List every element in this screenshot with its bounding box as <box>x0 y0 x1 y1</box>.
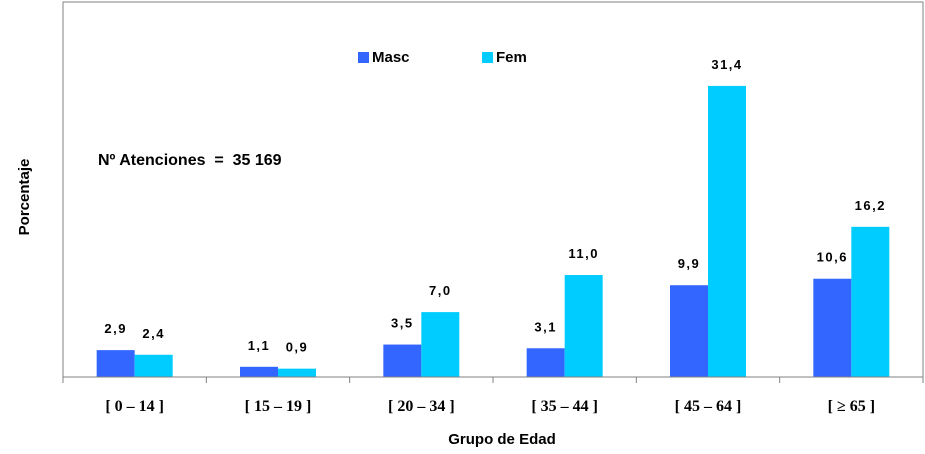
legend-label-masc: Masc <box>372 49 410 66</box>
legend-label-fem: Fem <box>496 49 527 66</box>
bar-fem-5 <box>851 226 890 377</box>
category-label-1: [ 15 – 19 ] <box>245 398 312 415</box>
bar-fem-0 <box>134 354 173 377</box>
value-label-masc-3: 3,1 <box>534 319 557 334</box>
bar-fem-2 <box>421 312 460 377</box>
value-labels-layer: 2,9 2,4 1,1 0,9 3,5 7,0 3,1 11,0 9,9 31,4 10,6 16,2 <box>104 57 886 355</box>
value-label-masc-4: 9,9 <box>678 256 701 271</box>
x-axis-title: Grupo de Edad <box>448 431 556 448</box>
category-label-5: [ ≥ 65 ] <box>828 398 875 415</box>
value-label-fem-2: 7,0 <box>429 283 452 298</box>
category-labels-layer: [ 0 – 14 ] [ 15 – 19 ] [ 20 – 34 ] [ 35 – 4… <box>105 398 875 415</box>
category-label-3: [ 35 – 44 ] <box>531 398 598 415</box>
value-label-masc-5: 10,6 <box>817 250 848 265</box>
bar-masc-4 <box>670 285 708 377</box>
y-axis-title: Porcentaje <box>16 159 33 236</box>
bar-fem-1 <box>278 368 316 377</box>
value-label-fem-4: 31,4 <box>711 57 742 72</box>
value-label-fem-3: 11,0 <box>568 246 599 261</box>
bar-masc-2 <box>383 344 422 377</box>
category-label-0: [ 0 – 14 ] <box>105 398 164 415</box>
legend-swatch-masc <box>358 52 369 63</box>
bar-fem-4 <box>708 85 746 377</box>
bars-layer <box>96 85 890 377</box>
annotation-total: Nº Atenciones = 35 169 <box>98 152 282 169</box>
value-label-fem-1: 0,9 <box>286 340 309 355</box>
value-label-masc-0: 2,9 <box>104 321 127 336</box>
bar-masc-3 <box>526 348 565 377</box>
bar-fem-3 <box>564 275 603 377</box>
bar-masc-5 <box>813 278 852 377</box>
x-ticks-layer <box>62 377 924 383</box>
value-label-fem-0: 2,4 <box>142 326 165 341</box>
bar-masc-1 <box>240 366 278 377</box>
value-label-fem-5: 16,2 <box>855 198 886 213</box>
value-label-masc-2: 3,5 <box>391 316 414 331</box>
bar-masc-0 <box>96 350 135 377</box>
legend-swatch-fem <box>482 52 493 63</box>
category-label-4: [ 45 – 64 ] <box>675 398 742 415</box>
category-label-2: [ 20 – 34 ] <box>388 398 455 415</box>
value-label-masc-1: 1,1 <box>248 338 271 353</box>
